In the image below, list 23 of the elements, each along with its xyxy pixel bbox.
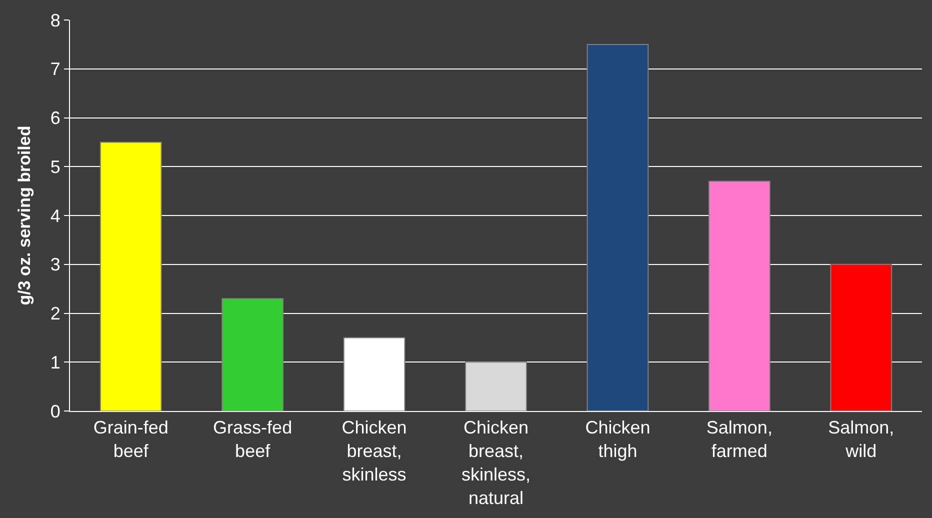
y-tick-label: 3 [50, 254, 60, 275]
x-tick-label: Salmon, farmed [706, 418, 772, 461]
x-tick-label: Chicken thigh [585, 418, 650, 461]
bar [100, 142, 162, 411]
bar [830, 264, 892, 411]
y-tick-label: 1 [50, 352, 60, 372]
x-tick-label: Grain-fed beef [93, 418, 168, 461]
y-tick-label: 4 [50, 206, 60, 226]
x-tick-label: Chicken breast, skinless [342, 418, 407, 484]
bar [222, 298, 284, 411]
y-tick-label: 0 [50, 401, 60, 422]
y-tick-label: 2 [50, 304, 60, 324]
y-tick-label: 8 [50, 10, 60, 30]
x-tick-label: Salmon, wild [828, 418, 894, 461]
y-axis-title: g/3 oz. serving broiled [14, 126, 34, 306]
y-tick-label: 5 [50, 156, 60, 177]
x-tick-label: Grass-fed beef [213, 418, 292, 461]
bar [465, 362, 527, 411]
bar [708, 180, 770, 411]
x-tick-label: Chicken breast, skinless, natural [461, 418, 531, 508]
y-tick-label: 7 [50, 59, 60, 80]
bar [586, 44, 649, 411]
y-tick-label: 6 [50, 108, 60, 128]
